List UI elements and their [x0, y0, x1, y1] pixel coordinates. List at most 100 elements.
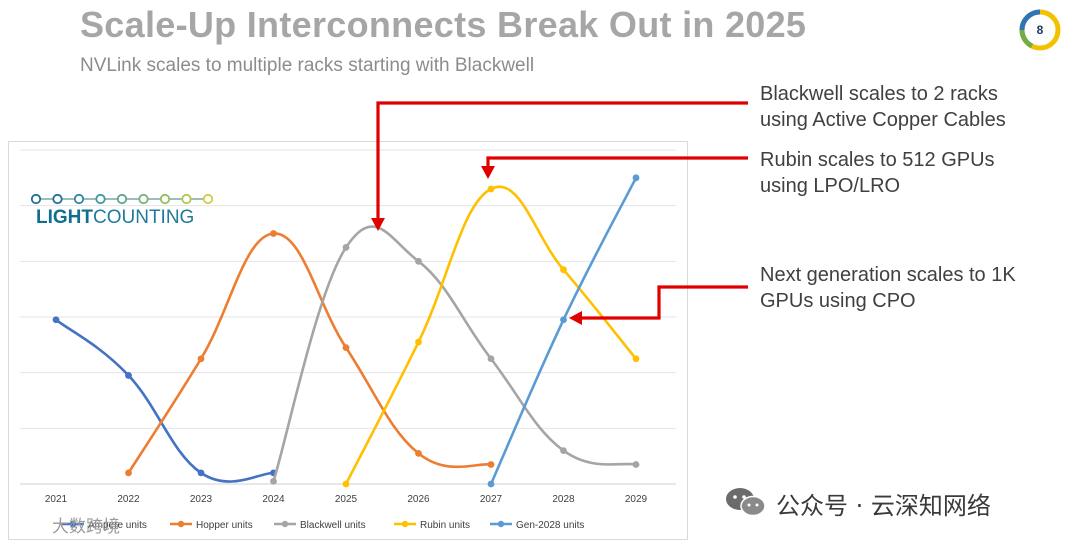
logo-text-counting: COUNTING [93, 207, 194, 228]
legend-label: Rubin units [420, 520, 470, 531]
data-point [415, 257, 422, 265]
gridlines [20, 149, 676, 485]
page-number: 8 [1036, 23, 1044, 37]
data-point [560, 266, 567, 274]
legend-item: Blackwell units [274, 520, 366, 531]
corner-watermark: 大数跨境 [52, 517, 120, 537]
legend-item: Rubin units [394, 520, 470, 531]
legend-item: Hopper units [170, 520, 253, 531]
series-rubin-units [342, 185, 640, 488]
data-point [487, 185, 495, 193]
data-point [52, 316, 60, 324]
legend-swatch-marker [177, 520, 185, 528]
series-line-rubin-units [344, 185, 638, 486]
logo-dot [159, 193, 171, 205]
callout-blackwell-line1: Blackwell scales to 2 racks [760, 83, 998, 105]
x-tick-label: 2024 [262, 494, 285, 505]
data-point [487, 461, 495, 468]
logo-dot [138, 193, 149, 205]
legend-swatch-marker [69, 520, 77, 528]
x-tick-label: 2027 [480, 494, 503, 505]
x-tick-label: 2023 [190, 494, 213, 505]
data-point [270, 477, 277, 485]
x-tick-label: 2025 [335, 494, 358, 505]
callout-rubin-line2: using LPO/LRO [760, 175, 901, 197]
callout-next-gen-line1: Next generation scales to 1K [760, 264, 1016, 286]
data-point [487, 480, 495, 488]
data-point [197, 355, 205, 363]
arrow-next-gen-head [569, 311, 582, 325]
callout-arrows [371, 101, 748, 325]
legend-label: Hopper units [196, 520, 253, 531]
arrow-blackwell [371, 101, 748, 231]
data-point [632, 355, 640, 363]
x-axis-labels: 2021 2022 2023 2024 2025 2026 2027 2028 2029 [45, 494, 648, 505]
lightcounting-logo: LIGHTCOUNTING [30, 193, 214, 228]
data-point [342, 244, 350, 251]
data-point [415, 449, 422, 457]
legend-swatch-marker [401, 520, 409, 528]
logo-dot [181, 193, 192, 205]
logo-text: LIGHTCOUNTING [36, 207, 194, 228]
arrow-next-gen [569, 285, 748, 325]
logo-text-light: LIGHT [36, 207, 93, 228]
slide-subtitle: NVLink scales to multiple racks starting… [80, 55, 535, 76]
callout-next-gen-line2: GPUs using CPO [760, 290, 916, 312]
legend-label: Blackwell units [300, 520, 366, 531]
arrow-next-gen-line [582, 285, 748, 320]
logo-dot [202, 193, 214, 205]
legend-item: Ampere units [62, 520, 147, 531]
x-tick-label: 2026 [407, 494, 430, 505]
x-tick-label: 2021 [45, 494, 68, 505]
data-point [560, 447, 567, 454]
data-point [487, 355, 495, 363]
data-point [270, 230, 277, 237]
series-blackwell-units [270, 225, 640, 485]
chart-frame [8, 141, 688, 540]
series-line-blackwell-units [272, 225, 638, 483]
data-point [560, 316, 567, 324]
legend-item: Gen-2028 units [490, 520, 584, 531]
series-gen-2028-units [487, 174, 640, 488]
page-badge-ring-icon [1019, 9, 1061, 51]
logo-dot [95, 193, 106, 205]
logo-dots-icon [30, 193, 214, 205]
logo-dot [52, 193, 63, 205]
data-point [342, 480, 350, 488]
logo-dot [30, 193, 42, 205]
series-hopper-units [125, 230, 495, 477]
logo-dot [116, 193, 128, 205]
legend-label: Ampere units [88, 520, 147, 531]
x-tick-label: 2028 [552, 494, 575, 505]
arrow-blackwell-head [371, 218, 385, 231]
callout-next-gen: Next generation scales to 1K GPUs using … [760, 262, 1016, 314]
slide-title: Scale-Up Interconnects Break Out in 2025 [80, 4, 807, 45]
series-layer [52, 174, 640, 488]
data-point [125, 372, 132, 379]
x-tick-label: 2029 [625, 494, 648, 505]
callout-rubin: Rubin scales to 512 GPUs using LPO/LRO [760, 147, 995, 199]
arrow-rubin-head [481, 166, 495, 179]
wechat-icon [726, 488, 766, 517]
data-point [415, 338, 422, 346]
data-point [632, 461, 640, 468]
legend-label: Gen-2028 units [516, 520, 584, 531]
callout-rubin-line1: Rubin scales to 512 GPUs [760, 149, 995, 171]
legend: Ampere units Hopper units Blackwell units R… [62, 520, 584, 531]
x-tick-label: 2022 [117, 494, 140, 505]
arrow-rubin-line [486, 156, 748, 166]
data-point [632, 174, 640, 182]
arrow-blackwell-line [376, 101, 748, 218]
callout-blackwell: Blackwell scales to 2 racks using Active… [760, 81, 1006, 133]
data-point [125, 469, 132, 477]
arrow-rubin [481, 156, 748, 179]
legend-swatch-marker [281, 520, 289, 528]
data-point [197, 469, 205, 477]
series-ampere-units [52, 316, 277, 483]
legend-swatch-marker [497, 520, 505, 528]
series-line-hopper-units [127, 232, 493, 475]
callout-blackwell-line2: using Active Copper Cables [760, 109, 1006, 131]
watermark-text: 公众号 · 云深知网络 [776, 492, 991, 520]
data-point [342, 344, 350, 352]
